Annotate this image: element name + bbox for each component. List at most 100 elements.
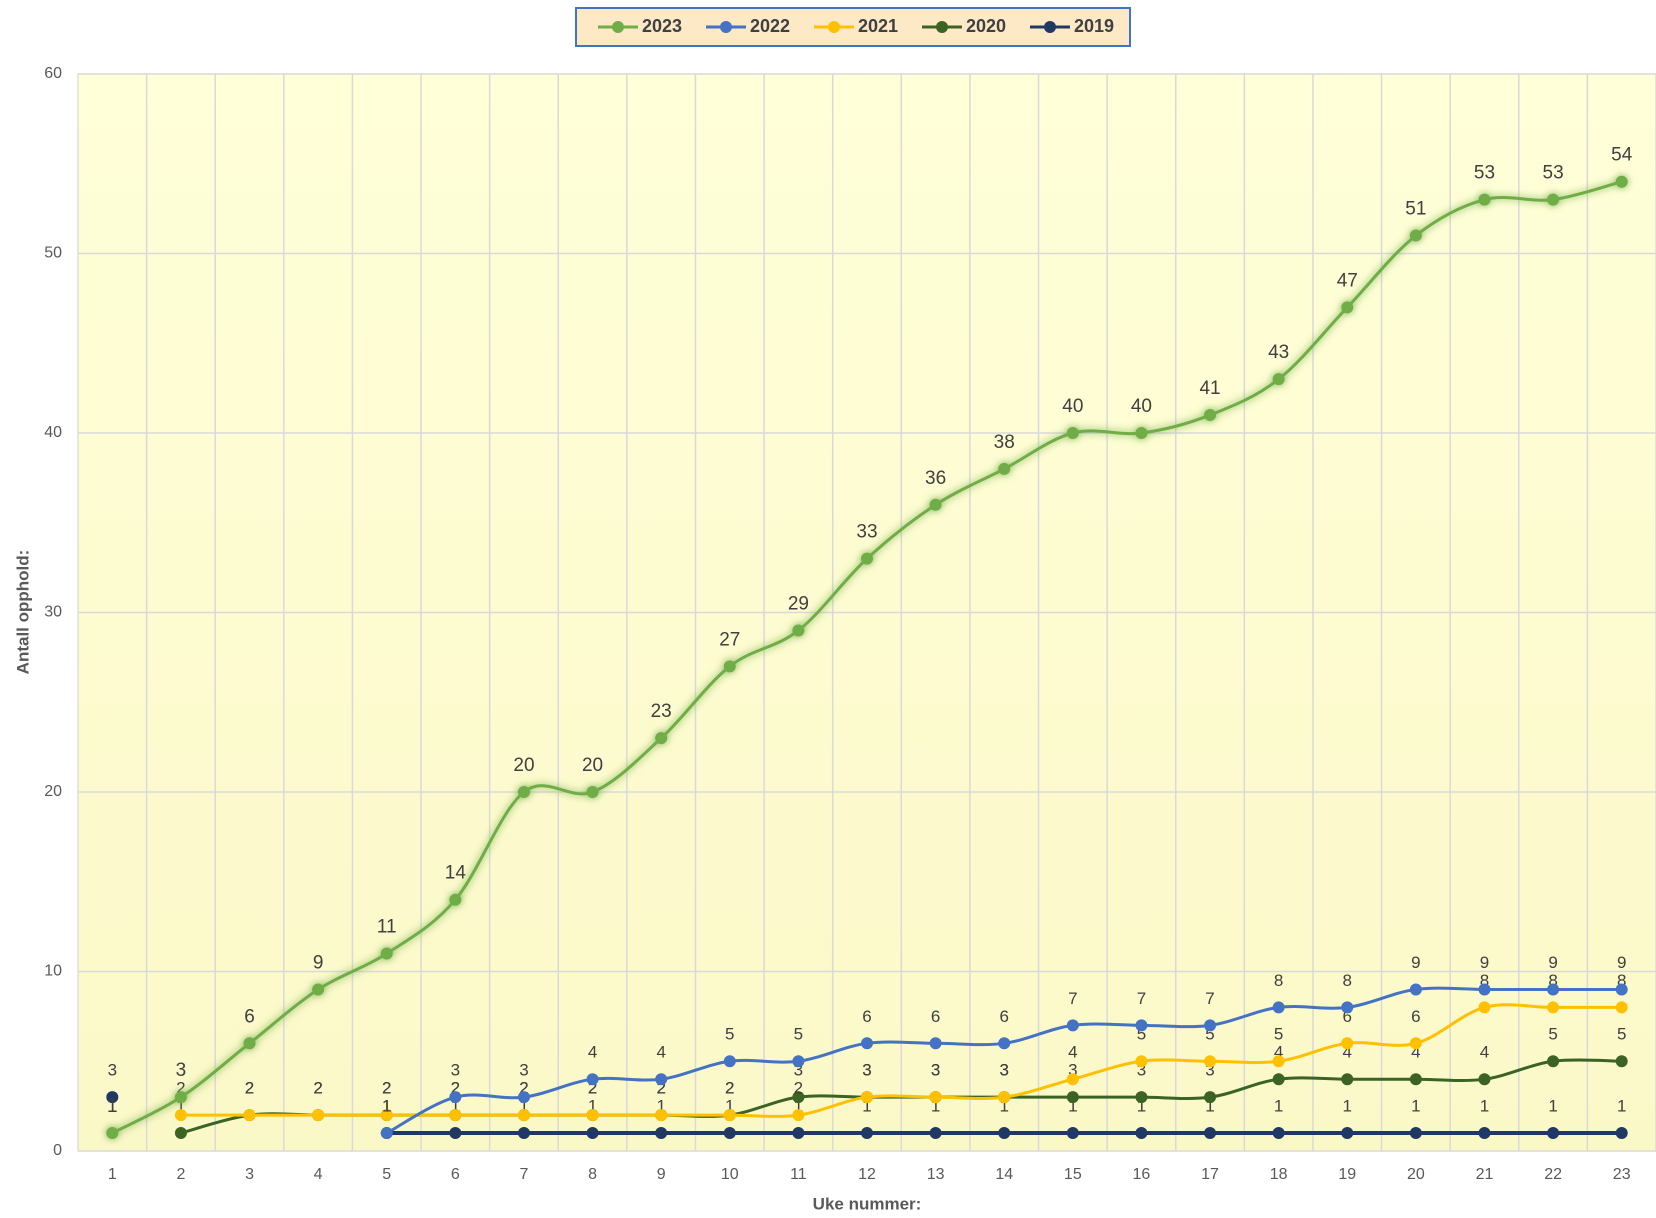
x-tick-label: 4 (314, 1166, 323, 1183)
x-tick-label: 6 (451, 1166, 460, 1183)
data-point (792, 1055, 805, 1068)
data-label: 2 (382, 1079, 391, 1098)
data-label: 23 (651, 701, 672, 722)
data-point (655, 1127, 668, 1140)
data-label: 2 (519, 1079, 528, 1098)
data-label: 53 (1543, 163, 1564, 184)
data-label: 8 (1343, 971, 1352, 990)
data-label: 47 (1337, 270, 1358, 291)
x-tick-label: 12 (858, 1166, 876, 1183)
data-point (586, 1109, 599, 1122)
data-label: 3 (862, 1061, 871, 1080)
data-point (174, 1127, 187, 1140)
data-label: 2 (794, 1079, 803, 1098)
data-label: 8 (1548, 971, 1557, 990)
data-label: 1 (725, 1097, 734, 1116)
data-point (998, 462, 1011, 475)
legend-label: 2019 (1074, 16, 1114, 36)
data-point (1135, 1091, 1148, 1104)
data-point (517, 1109, 530, 1122)
data-label: 3 (794, 1061, 803, 1080)
x-tick-label: 17 (1201, 1166, 1219, 1183)
data-point (312, 1109, 325, 1122)
data-point (861, 1091, 873, 1104)
data-point (861, 552, 873, 565)
data-point (449, 1109, 462, 1122)
data-label: 4 (588, 1043, 597, 1062)
data-label: 1 (1205, 1097, 1214, 1116)
data-label: 36 (925, 468, 946, 489)
x-tick-label: 10 (721, 1166, 739, 1183)
data-point (380, 947, 393, 960)
data-label: 43 (1268, 342, 1289, 363)
data-label: 54 (1611, 145, 1633, 166)
data-point (655, 1109, 668, 1122)
data-point (1066, 1091, 1079, 1104)
data-label: 3 (519, 1061, 528, 1080)
data-point (1547, 1127, 1560, 1140)
data-point (174, 1091, 187, 1104)
data-point (929, 1037, 942, 1050)
y-tick-label: 40 (44, 424, 62, 441)
data-label: 2 (245, 1079, 254, 1098)
data-label: 6 (1343, 1007, 1352, 1026)
y-axis-title: Antall opphold: (13, 550, 32, 675)
y-tick-label: 10 (44, 963, 62, 980)
data-label: 1 (382, 1097, 391, 1116)
data-label: 3 (999, 1061, 1008, 1080)
data-point (929, 1127, 942, 1140)
data-label: 20 (513, 755, 534, 776)
data-label: 33 (856, 522, 877, 543)
data-label: 3 (862, 1061, 871, 1080)
x-tick-label: 1 (108, 1166, 117, 1183)
data-point (380, 1127, 393, 1140)
data-label: 4 (1343, 1043, 1352, 1062)
data-point (106, 1091, 119, 1104)
data-label: 3 (108, 1061, 117, 1080)
data-point (1409, 1073, 1422, 1086)
data-point (1135, 1055, 1148, 1068)
data-point (1204, 1019, 1217, 1032)
data-label: 6 (931, 1007, 940, 1026)
data-label: 5 (1617, 1025, 1626, 1044)
data-label: 20 (582, 755, 603, 776)
series-line (180, 1003, 1622, 1118)
data-label: 1 (656, 1097, 665, 1116)
data-label: 2 (245, 1079, 254, 1098)
data-label: 4 (1274, 1043, 1283, 1062)
data-point (1478, 1073, 1491, 1086)
x-tick-label: 11 (790, 1166, 807, 1183)
data-label: 9 (1548, 953, 1557, 972)
data-label: 1 (862, 1097, 871, 1116)
data-point (792, 1127, 805, 1140)
data-label: 51 (1405, 199, 1426, 220)
data-label: 9 (313, 952, 324, 973)
data-label: 9 (1411, 953, 1420, 972)
series-group (174, 1001, 1628, 1122)
data-label: 2 (725, 1079, 734, 1098)
data-point (1135, 1019, 1148, 1032)
data-point (243, 1109, 256, 1122)
data-point (655, 1073, 668, 1086)
data-label: 38 (994, 432, 1015, 453)
data-point (1135, 427, 1148, 439)
data-point (1341, 1127, 1354, 1140)
data-point (174, 1109, 187, 1122)
data-point (1615, 1001, 1628, 1014)
y-tick-label: 50 (44, 245, 62, 262)
legend-label: 2020 (966, 16, 1006, 36)
data-label: 8 (1274, 971, 1283, 990)
data-point (1341, 1037, 1354, 1050)
data-label: 5 (1548, 1025, 1557, 1044)
data-point (1272, 1001, 1285, 1014)
data-label: 3 (999, 1061, 1008, 1080)
data-label: 2 (588, 1079, 597, 1098)
data-label: 40 (1062, 396, 1083, 417)
x-tick-label: 22 (1544, 1166, 1562, 1183)
data-point (929, 1091, 942, 1104)
data-label: 1 (794, 1097, 803, 1116)
data-point (1135, 1127, 1148, 1140)
data-point (449, 1127, 462, 1140)
data-label: 1 (176, 1097, 185, 1116)
data-point (1615, 983, 1628, 996)
